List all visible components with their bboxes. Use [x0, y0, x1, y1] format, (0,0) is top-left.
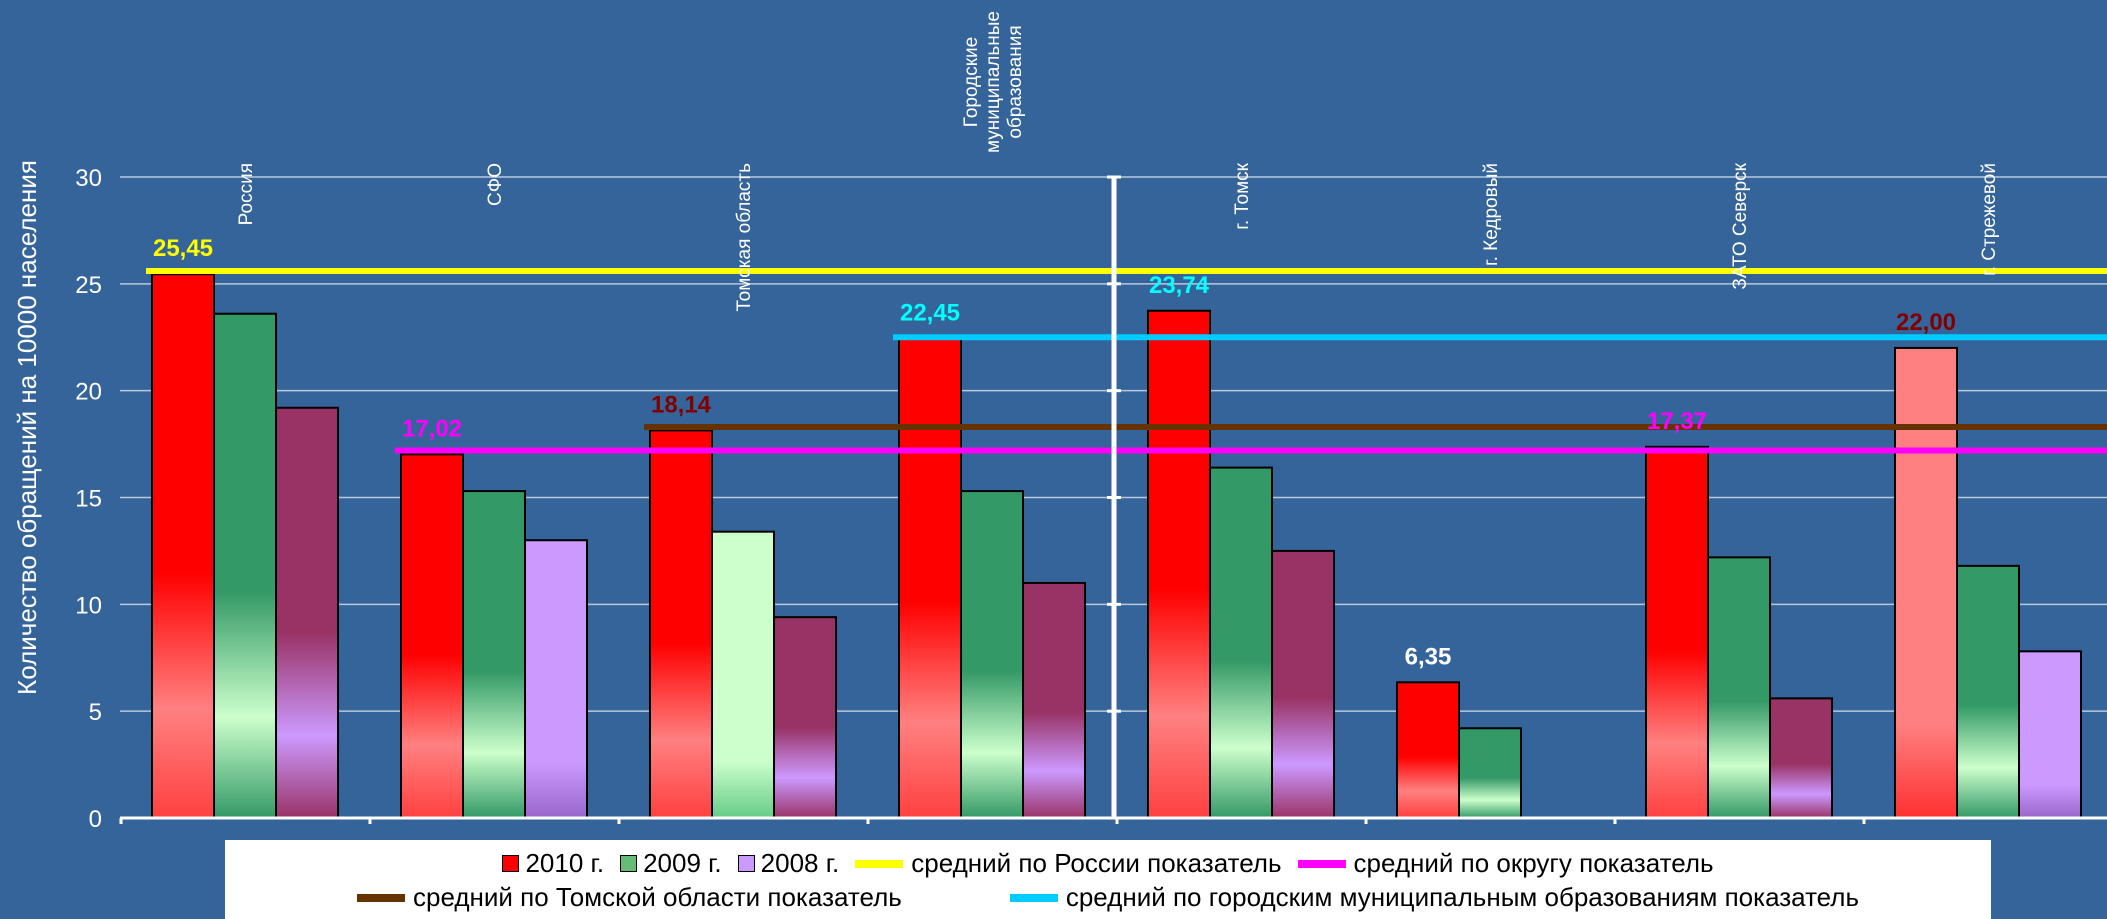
y-tick-labels: 0 5 10 15 20 25 30: [75, 165, 102, 833]
legend-label: средний по Томской области показатель: [412, 882, 902, 912]
category-label: СФО: [485, 163, 506, 206]
bar: [151, 273, 215, 819]
bar: [1645, 445, 1709, 819]
reference-lines: [146, 268, 2107, 454]
legend-item: средний по городским муниципальным образ…: [1009, 882, 1859, 913]
y-tick-label: 25: [75, 272, 102, 299]
value-label: 22,00: [1896, 309, 1956, 336]
y-tick-label: 30: [75, 165, 102, 192]
value-label: 6,35: [1405, 643, 1452, 670]
bar: [2018, 650, 2082, 820]
legend-swatch: [737, 855, 755, 872]
bar: [649, 429, 713, 819]
bar: [1022, 581, 1086, 820]
legend-swatch: [356, 893, 405, 902]
bar: [1769, 697, 1833, 820]
category-label: муниципальные: [983, 11, 1004, 153]
bar: [1396, 681, 1460, 819]
value-label: 23,74: [1149, 272, 1210, 299]
category-label: ЗАТО Северск: [1730, 162, 1751, 289]
legend-swatch: [620, 855, 638, 872]
category-label: Городские: [961, 37, 982, 127]
category-label: г. Томск: [1232, 162, 1253, 229]
bar: [275, 406, 339, 819]
legend-item: средний по России показатель: [855, 848, 1282, 879]
legend-item: средний по Томской области показатель: [356, 882, 902, 913]
legend-label: 2010 г.: [525, 848, 605, 878]
y-axis-label: Количество обращений на 10000 населения: [12, 160, 42, 695]
category-label: Томская область: [734, 163, 755, 312]
legend-swatch: [1009, 893, 1058, 902]
bar: [960, 490, 1024, 819]
legend-label: средний по городским муниципальным образ…: [1065, 882, 1859, 912]
y-tick-label: 15: [75, 486, 102, 513]
legend-item: 2010 г.: [502, 848, 604, 879]
legend-item: 2008 г.: [737, 848, 840, 879]
legend-label: 2008 г.: [760, 848, 840, 878]
legend-label: средний по России показатель: [911, 848, 1282, 878]
bar: [1458, 727, 1522, 820]
legend-label: 2009 г.: [643, 848, 722, 878]
bar: [773, 616, 837, 819]
bar: [1707, 556, 1771, 819]
legend-swatch: [1297, 859, 1346, 868]
legend-label: средний по округу показатель: [1353, 848, 1714, 878]
value-label: 17,37: [1647, 408, 1707, 435]
value-labels: 25,45 17,02 18,14 22,45 23,74 6,35 17,37 22,00: [153, 235, 1956, 670]
legend-item: 2009 г.: [620, 848, 722, 879]
bar: [400, 453, 464, 819]
legend-item: средний по округу показатель: [1297, 848, 1714, 879]
legend-swatch: [855, 859, 904, 868]
bar: [462, 490, 526, 819]
category-label: Россия: [236, 163, 257, 225]
y-tick-label: 0: [89, 806, 102, 833]
y-tick-label: 10: [75, 592, 102, 619]
bar: [1271, 549, 1335, 820]
bar: [213, 312, 277, 819]
value-label: 25,45: [153, 235, 213, 262]
legend: 2010 г. 2009 г. 2008 г. средний по России п…: [225, 840, 1991, 919]
category-label: г. Стрежевой: [1979, 163, 2000, 276]
value-label: 17,02: [402, 415, 462, 442]
category-label: образования: [1005, 25, 1026, 138]
legend-swatch: [502, 855, 520, 872]
bar: [524, 539, 588, 819]
bar: [1894, 346, 1958, 819]
category-label: г. Кедровый: [1481, 163, 1502, 266]
bar: [711, 530, 775, 819]
y-tick-label: 20: [75, 379, 102, 406]
bar: [1209, 466, 1273, 819]
bar: [1147, 309, 1211, 819]
y-tick-label: 5: [89, 699, 102, 726]
value-label: 18,14: [651, 391, 712, 418]
bar: [1956, 564, 2020, 820]
value-label: 22,45: [900, 299, 960, 326]
axes: [119, 175, 2107, 824]
category-labels: Россия СФО Томская область Городские муницип…: [236, 11, 2000, 311]
bar: [898, 337, 962, 819]
